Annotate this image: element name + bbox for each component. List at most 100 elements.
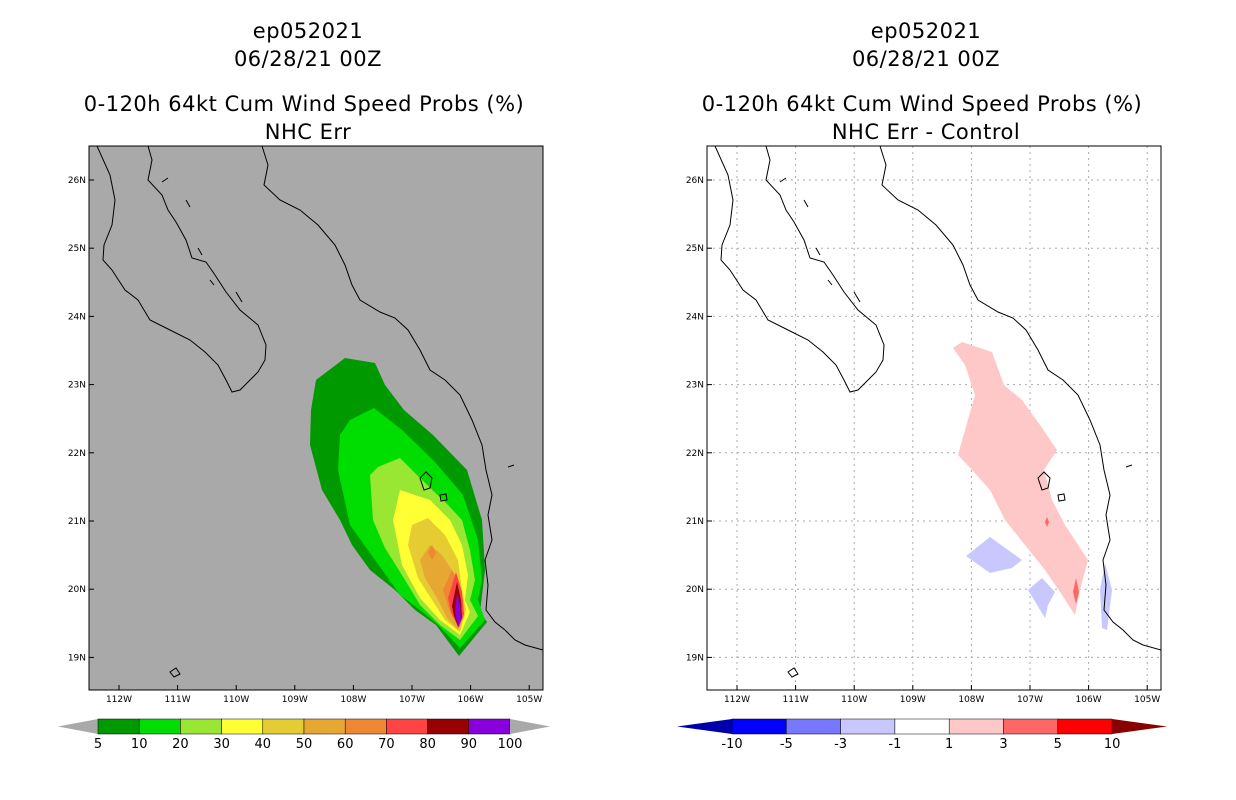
colorbar-label: 40 <box>255 737 272 752</box>
diff-pos-1-3 <box>953 342 1088 615</box>
lat-tick-label: 20N <box>68 585 86 595</box>
lon-tick-label: 110W <box>841 695 867 705</box>
colorbar-label: 60 <box>337 737 354 752</box>
left-subtitle: NHC Err <box>264 120 352 144</box>
colorbar-label: 90 <box>461 737 478 752</box>
colorbar-swatch <box>894 718 950 735</box>
colorbar-swatch <box>1003 718 1059 735</box>
colorbar-label: 10 <box>131 737 148 752</box>
right-lon-ticks: 112W 111W 110W 109W 108W 107W 106W 105W <box>724 685 1160 705</box>
left-coastline <box>96 146 543 678</box>
colorbar-swatch <box>303 718 346 735</box>
lon-tick-label: 108W <box>340 695 366 705</box>
left-product-title: 0-120h 64kt Cum Wind Speed Probs (%) <box>83 92 525 116</box>
right-difference-contours <box>953 342 1112 630</box>
colorbar-label: 1 <box>945 737 953 752</box>
diff-neg-1-3b <box>1028 578 1055 618</box>
lat-tick-label: 20N <box>686 585 704 595</box>
diff-pos-3-5 <box>1073 578 1079 604</box>
lat-tick-label: 24N <box>68 312 86 322</box>
left-lon-ticks: 112W 111W 110W 109W 108W 107W 106W 105W <box>106 685 542 705</box>
left-colorbar: 5 10 20 30 40 50 60 70 80 90 100 <box>58 718 550 752</box>
colorbar-swatch <box>97 718 140 735</box>
colorbar-under-arrow <box>677 719 732 734</box>
right-colorbar: -10 -5 -3 -1 1 3 5 10 <box>677 718 1168 752</box>
colorbar-swatch <box>948 718 1004 735</box>
lon-tick-label: 112W <box>106 695 132 705</box>
lat-tick-label: 22N <box>68 449 86 459</box>
right-storm-id: ep052021 <box>870 19 982 43</box>
lat-tick-label: 21N <box>68 517 86 527</box>
diff-neg-1-3c <box>1100 563 1112 630</box>
lat-tick-label: 25N <box>68 244 86 254</box>
lon-tick-label: 108W <box>958 695 984 705</box>
lat-tick-label: 21N <box>686 517 704 527</box>
lat-tick-label: 25N <box>686 244 704 254</box>
colorbar-label: 5 <box>1054 737 1062 752</box>
lon-tick-label: 105W <box>516 695 542 705</box>
colorbar-label: 100 <box>498 737 523 752</box>
lon-tick-label: 109W <box>282 695 308 705</box>
colorbar-label: -1 <box>888 737 901 752</box>
lon-tick-label: 111W <box>165 695 191 705</box>
colorbar-swatch <box>427 718 470 735</box>
left-datetime: 06/28/21 00Z <box>233 47 383 71</box>
colorbar-label: -5 <box>780 737 793 752</box>
colorbar-swatch <box>262 718 305 735</box>
colorbar-label: 70 <box>378 737 395 752</box>
lat-tick-label: 22N <box>686 449 704 459</box>
colorbar-swatch <box>386 718 428 735</box>
lat-tick-label: 19N <box>68 653 86 663</box>
colorbar-label: 30 <box>213 737 230 752</box>
left-probability-contours <box>96 146 543 678</box>
colorbar-swatch <box>840 718 896 735</box>
right-map-background <box>707 146 1161 690</box>
lon-tick-label: 112W <box>724 695 750 705</box>
diff-neg-1-3a <box>966 537 1022 573</box>
right-datetime: 06/28/21 00Z <box>851 47 1001 71</box>
colorbar-label: 3 <box>999 737 1007 752</box>
colorbar-label: 50 <box>296 737 313 752</box>
colorbar-label: -3 <box>834 737 847 752</box>
colorbar-swatch <box>221 718 264 735</box>
lon-tick-label: 106W <box>458 695 484 705</box>
lat-tick-label: 23N <box>68 381 86 391</box>
lon-tick-label: 107W <box>1017 695 1043 705</box>
right-subtitle: NHC Err - Control <box>831 120 1021 144</box>
colorbar-label: 20 <box>172 737 189 752</box>
colorbar-over-arrow <box>510 719 550 734</box>
lon-tick-label: 110W <box>223 695 249 705</box>
right-coastline <box>714 146 1161 678</box>
lat-tick-label: 26N <box>68 176 86 186</box>
lat-tick-label: 26N <box>686 176 704 186</box>
left-map: 112W 111W 110W 109W 108W 107W 106W 105W 26N25N2… <box>68 145 544 705</box>
lat-tick-label: 24N <box>686 312 704 322</box>
lon-tick-label: 106W <box>1076 695 1102 705</box>
colorbar-under-arrow <box>58 719 98 734</box>
colorbar-swatch <box>180 718 222 735</box>
right-product-title: 0-120h 64kt Cum Wind Speed Probs (%) <box>701 92 1143 116</box>
colorbar-swatch <box>138 718 181 735</box>
diff-pos-3-5b <box>1045 517 1049 527</box>
lon-tick-label: 111W <box>783 695 809 705</box>
lon-tick-label: 105W <box>1134 695 1160 705</box>
colorbar-label: 5 <box>94 737 102 752</box>
colorbar-swatch <box>731 718 787 735</box>
lon-tick-label: 109W <box>900 695 926 705</box>
colorbar-label: -10 <box>721 737 742 752</box>
lat-tick-label: 23N <box>686 381 704 391</box>
left-storm-id: ep052021 <box>252 19 364 43</box>
left-lat-ticks: 26N 25N 24N 23N 22N 21N 20N 19N <box>68 176 94 663</box>
colorbar-swatch <box>468 718 511 735</box>
contour-90 <box>455 592 461 627</box>
colorbar-swatch <box>1057 718 1113 735</box>
right-map: 112W 111W 110W 109W 108W 107W 106W 105W 26N25N2… <box>686 145 1162 705</box>
lat-tick-label: 19N <box>686 653 704 663</box>
lon-tick-label: 107W <box>399 695 425 705</box>
right-lat-ticks: 26N 25N 24N 23N 22N 21N 20N 19N <box>686 176 712 663</box>
colorbar-swatch <box>344 718 387 735</box>
colorbar-over-arrow <box>1112 719 1168 734</box>
colorbar-label: 80 <box>419 737 436 752</box>
contour-60b <box>428 545 436 560</box>
